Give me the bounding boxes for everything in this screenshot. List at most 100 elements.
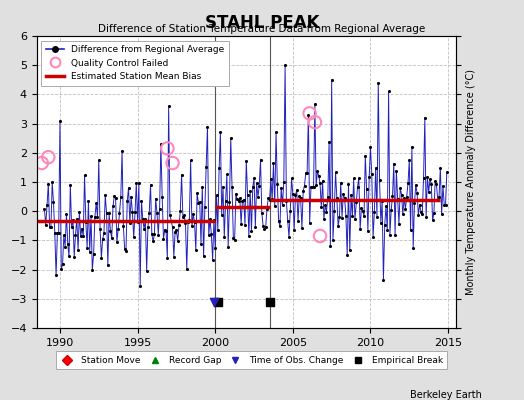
Point [53,230,62,236]
Point [388,193,397,200]
Point [170,253,178,260]
Point [264,195,272,202]
Point [143,268,151,274]
Point [370,208,378,215]
Point [386,232,394,238]
Point [427,181,435,187]
Point [219,184,227,190]
Point [226,135,235,141]
Point [256,156,265,163]
Point [439,183,447,189]
Point [203,123,212,130]
Point [85,248,94,255]
Point [314,173,323,179]
Point [172,227,181,233]
Point [303,170,311,176]
Point [66,182,74,188]
Point [202,164,210,170]
Point [38,160,46,166]
Point [423,174,432,180]
Point [40,206,49,212]
Point [387,207,396,214]
Point [52,272,60,279]
Point [214,226,222,233]
Point [282,198,291,204]
Point [317,204,325,210]
Point [71,232,80,238]
Point [407,227,415,234]
Text: STAHL PEAK: STAHL PEAK [205,14,319,32]
Point [146,182,155,188]
Point [305,220,314,226]
Point [129,234,138,241]
Point [441,202,450,208]
Point [326,243,334,249]
Point [304,112,313,118]
Point [400,194,408,201]
Point [343,252,352,258]
Legend: Difference from Regional Average, Quality Control Failed, Estimated Station Mean: Difference from Regional Average, Qualit… [41,40,229,86]
Point [409,245,418,251]
Point [364,228,372,234]
Point [292,187,301,193]
Point [379,277,388,283]
Point [74,247,82,253]
Point [171,229,179,235]
Point [163,254,171,261]
Point [342,212,350,219]
Point [397,191,406,198]
Point [179,214,187,220]
Point [109,203,117,210]
Point [247,228,256,234]
Point [127,193,135,200]
Point [402,194,411,200]
Point [78,226,86,232]
Point [201,204,209,210]
Point [356,226,364,232]
Point [335,214,344,220]
Point [141,216,149,222]
Point [136,283,145,290]
Point [144,224,152,230]
Point [224,244,232,250]
Point [350,175,358,182]
Point [373,214,381,220]
Point [363,186,371,193]
Point [334,223,342,230]
Point [102,210,111,216]
Point [365,174,374,180]
Point [377,219,385,226]
Point [110,193,118,199]
Point [255,183,264,190]
Point [429,217,437,223]
Point [46,224,54,230]
Point [210,298,218,305]
Point [92,200,101,206]
Point [313,168,322,174]
Point [173,238,182,244]
Point [250,175,258,181]
Point [243,192,252,198]
Point [77,233,85,240]
Point [374,80,383,86]
Point [259,222,267,229]
Point [149,238,157,245]
Point [322,208,331,215]
Point [124,184,133,191]
Point [261,224,270,230]
Point [175,222,183,229]
Point [263,206,271,212]
Point [258,210,266,216]
Point [195,198,204,205]
Point [153,210,161,216]
Point [320,216,328,222]
Point [436,165,444,171]
Point [353,184,362,190]
Point [95,157,103,163]
Point [372,165,380,171]
Point [80,172,89,179]
Point [260,226,269,232]
Point [366,144,375,150]
Point [188,223,196,229]
Point [75,209,83,215]
